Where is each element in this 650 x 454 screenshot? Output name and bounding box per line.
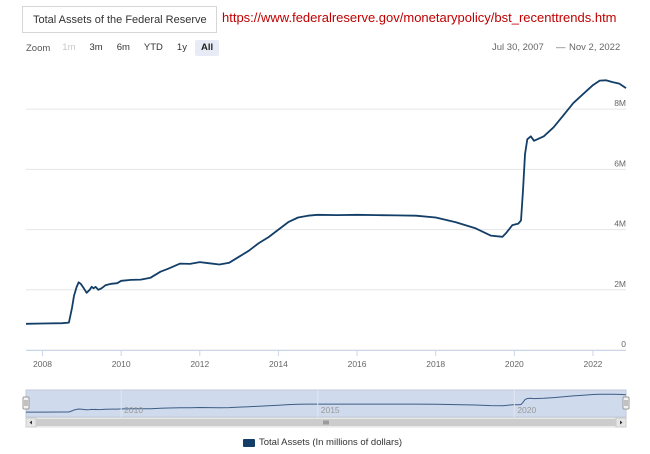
navigator-tick-label: 2010 bbox=[124, 405, 143, 415]
zoom-button-1m[interactable]: 1m bbox=[62, 42, 76, 53]
axes: 0 2M 4M 6M 8M 2008 2010 2012 2014 2016 2018 2020 202… bbox=[26, 98, 626, 369]
navigator-tick-label: 2015 bbox=[321, 405, 340, 415]
zoom-button-3m[interactable]: 3m bbox=[89, 42, 103, 53]
range-from[interactable]: Jul 30, 2007 bbox=[492, 42, 544, 53]
x-tick-label: 2022 bbox=[584, 359, 603, 369]
series-selector[interactable]: Total Assets of the Federal Reserve bbox=[22, 6, 217, 33]
grid bbox=[26, 108, 626, 351]
zoom-button-1y[interactable]: 1y bbox=[176, 42, 187, 53]
y-tick-label: 8M bbox=[614, 98, 626, 108]
navigator-handle-right[interactable] bbox=[622, 396, 630, 410]
zoom-label: Zoom bbox=[26, 42, 51, 54]
series-line-total-assets[interactable] bbox=[25, 79, 627, 325]
x-tick-label: 2010 bbox=[112, 359, 131, 369]
x-tick-label: 2012 bbox=[190, 359, 209, 369]
y-tick-label: 0 bbox=[621, 339, 626, 349]
navigator-handle-left[interactable] bbox=[22, 396, 30, 410]
x-tick-label: 2014 bbox=[269, 359, 288, 369]
navigator-series bbox=[26, 393, 627, 413]
x-tick-label: 2008 bbox=[33, 359, 52, 369]
range-to[interactable]: Nov 2, 2022 bbox=[569, 42, 621, 53]
range-separator: — bbox=[556, 42, 566, 53]
source-url: https://www.federalreserve.gov/monetaryp… bbox=[222, 10, 617, 25]
legend-label: Total Assets (In millions of dollars) bbox=[259, 437, 403, 448]
zoom-bar: Zoom 1m 3m 6m YTD 1y All bbox=[26, 40, 221, 56]
navigator[interactable]: 2010 2015 2020 bbox=[22, 389, 630, 428]
zoom-button-all[interactable]: All bbox=[194, 40, 220, 56]
x-tick-label: 2020 bbox=[505, 359, 524, 369]
y-tick-label: 2M bbox=[614, 279, 626, 289]
x-tick-label: 2018 bbox=[426, 359, 445, 369]
navigator-tick-label: 2020 bbox=[517, 405, 536, 415]
series-layer bbox=[25, 79, 627, 325]
y-tick-label: 6M bbox=[614, 158, 626, 168]
zoom-button-ytd[interactable]: YTD bbox=[143, 42, 163, 53]
y-tick-label: 4M bbox=[614, 219, 626, 229]
x-tick-label: 2016 bbox=[348, 359, 367, 369]
arrow-right-icon bbox=[620, 420, 623, 425]
legend-swatch bbox=[243, 438, 255, 447]
arrow-left-icon bbox=[29, 420, 32, 425]
zoom-button-6m[interactable]: 6m bbox=[116, 42, 130, 53]
legend[interactable]: Total Assets (In millions of dollars) bbox=[243, 437, 402, 448]
